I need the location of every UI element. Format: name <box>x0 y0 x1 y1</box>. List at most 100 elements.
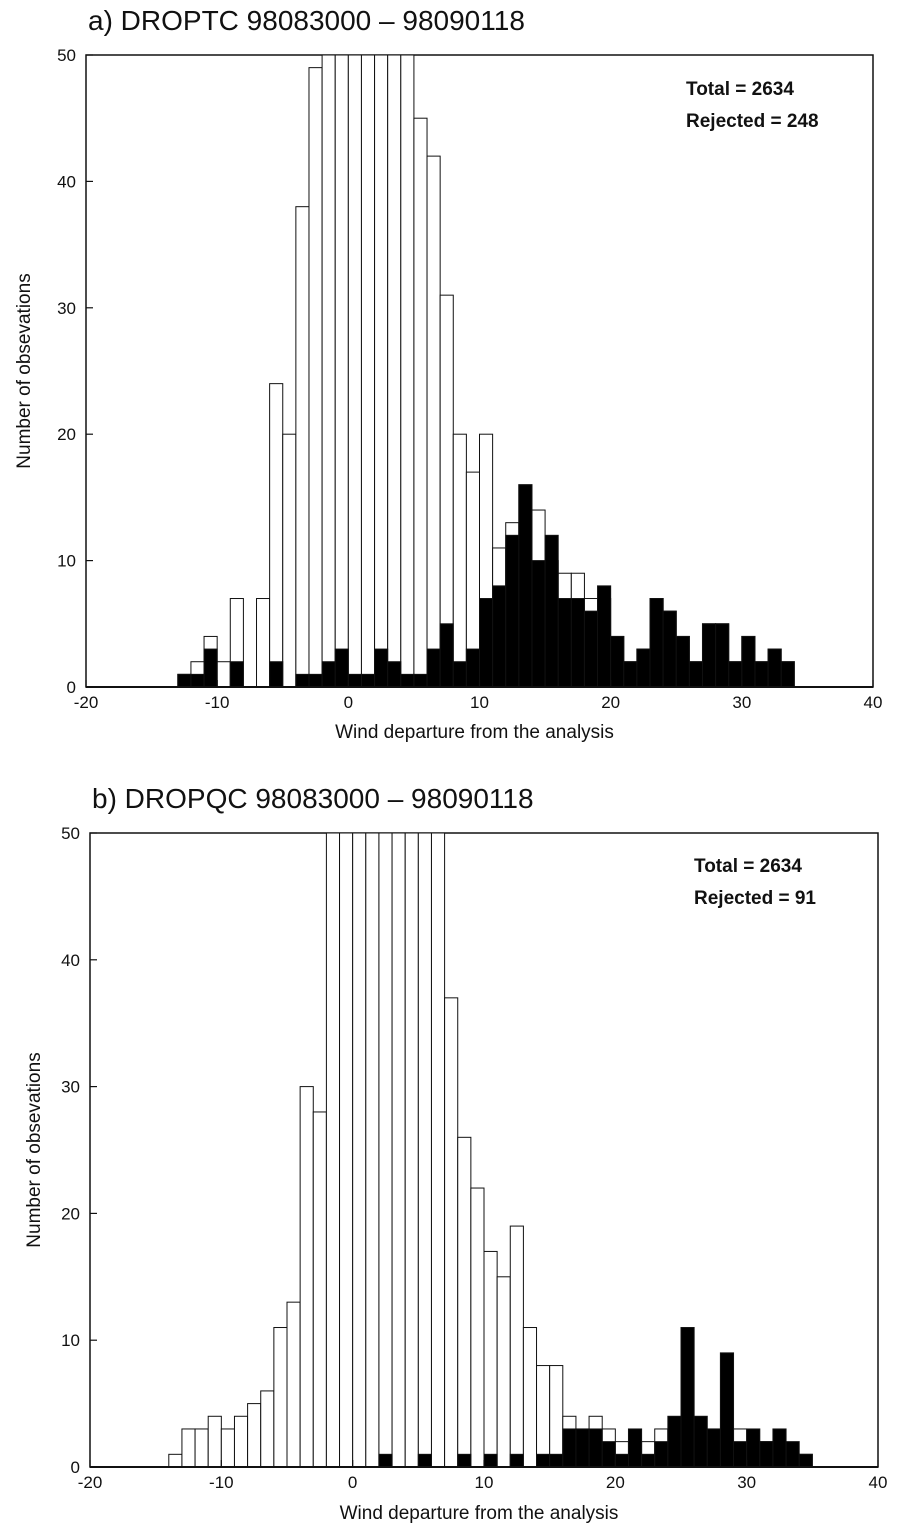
histogram-bar-total <box>496 1276 511 1468</box>
histogram-bar-rejected <box>531 560 546 688</box>
histogram-bar-total <box>457 1136 472 1468</box>
histogram-bar-total <box>483 1250 498 1468</box>
histogram-bar-total <box>207 1415 222 1468</box>
histogram-bar-rejected <box>767 648 782 688</box>
histogram-bar-rejected <box>229 661 244 688</box>
histogram-bar-rejected <box>719 1352 735 1468</box>
histogram-bar-total <box>365 832 380 1468</box>
x-tick-label: 30 <box>737 1473 756 1492</box>
histogram-bar-rejected <box>426 648 441 688</box>
histogram-bar-rejected <box>675 635 690 688</box>
y-tick-label: 30 <box>57 299 76 318</box>
histogram-bar-total <box>360 54 376 688</box>
x-tick-label: 40 <box>864 693 883 712</box>
histogram-bar-total <box>282 433 297 688</box>
histogram-bar-rejected <box>597 585 612 688</box>
chart-panel-a: a) DROPTC 98083000 – 98090118 -20 -10 0 10 20… <box>14 5 882 743</box>
histogram-bar-rejected <box>772 1428 787 1468</box>
histogram-bar-rejected <box>190 673 205 688</box>
histogram-bar-total <box>417 832 432 1468</box>
histogram-bar-rejected <box>680 1327 695 1468</box>
histogram-bar-total <box>509 1225 524 1468</box>
histogram-bar-total <box>269 383 284 688</box>
histogram-bar-total <box>321 54 336 688</box>
x-tick-label: 10 <box>470 693 489 712</box>
histogram-bar-rejected <box>203 648 218 688</box>
histogram-bar-rejected <box>627 1428 643 1468</box>
histogram-bar-rejected <box>614 1453 629 1468</box>
y-tick-label: 20 <box>61 1204 80 1223</box>
x-tick-label: 0 <box>344 693 353 712</box>
histogram-bar-rejected <box>667 1415 682 1468</box>
histogram-bar-rejected <box>518 484 533 688</box>
histogram-bar-rejected <box>649 598 664 688</box>
y-axis-label: Number of obsevations <box>24 1052 45 1247</box>
histogram-bar-total <box>404 832 419 1468</box>
histogram-bar-rejected <box>549 1453 564 1468</box>
histogram-bar-rejected <box>374 648 389 688</box>
histogram-bar-rejected <box>741 635 756 688</box>
histogram-bar-total <box>430 832 446 1468</box>
histogram-bar-rejected <box>509 1453 524 1468</box>
histogram-bar-total <box>308 67 323 688</box>
histogram-bar-rejected <box>785 1441 800 1468</box>
histogram-bar-rejected <box>347 673 362 688</box>
histogram-bar-total <box>536 1365 551 1468</box>
histogram-bar-rejected <box>798 1453 813 1468</box>
histogram-bar-total <box>299 1086 314 1468</box>
histogram-bar-rejected <box>610 635 625 688</box>
y-tick-label: 0 <box>67 678 76 697</box>
histogram-bar-total <box>444 997 459 1468</box>
histogram-bar-total <box>522 1327 538 1468</box>
histogram-bar-total <box>325 832 341 1468</box>
histogram-bar-rejected <box>601 1441 616 1468</box>
rejected-count-annotation: Rejected = 248 <box>686 111 819 132</box>
histogram-bar-rejected <box>701 623 717 688</box>
histogram-bar-rejected <box>483 1453 498 1468</box>
y-tick-label: 20 <box>57 425 76 444</box>
y-tick-label: 30 <box>61 1078 80 1097</box>
histogram-bar-rejected <box>308 673 323 688</box>
histogram-bar-total <box>352 832 367 1468</box>
histogram-bar-rejected <box>780 661 795 688</box>
histogram-bar-rejected <box>575 1428 590 1468</box>
histogram-bar-rejected <box>295 673 310 688</box>
x-tick-label: 20 <box>606 1473 625 1492</box>
histogram-bar-rejected <box>583 610 599 688</box>
histogram-bar-total <box>426 155 441 688</box>
histogram-bar-rejected <box>457 1453 472 1468</box>
histogram-bar-rejected <box>413 673 428 688</box>
histogram-bar-total <box>260 1390 275 1468</box>
histogram-bar-rejected <box>636 648 651 688</box>
histogram-bar-rejected <box>505 534 520 688</box>
histogram-bar-rejected <box>479 598 494 688</box>
histogram-bar-total <box>220 1428 235 1468</box>
histogram-bar-total <box>194 1428 209 1468</box>
histogram-bar-total <box>312 1111 327 1468</box>
histogram-bar-rejected <box>688 661 703 688</box>
histogram-bar-total <box>247 1403 262 1468</box>
histogram-bar-rejected <box>557 598 572 688</box>
histogram-bar-rejected <box>706 1428 721 1468</box>
histogram-bar-total <box>233 1415 249 1468</box>
histogram-bar-rejected <box>378 1453 393 1468</box>
histogram-bar-rejected <box>321 661 336 688</box>
histogram-bar-total <box>470 1187 485 1468</box>
histogram-bar-rejected <box>733 1441 748 1468</box>
histogram-bar-total <box>549 1365 564 1468</box>
histogram-bar-total <box>216 661 231 688</box>
histogram-bar-total <box>347 54 362 688</box>
x-tick-label: -20 <box>78 1473 103 1492</box>
histogram-bar-total <box>256 598 271 688</box>
histogram-bar-total <box>391 832 406 1468</box>
x-tick-label: 20 <box>601 693 620 712</box>
histogram-bar-total <box>378 832 393 1468</box>
histogram-bar-total <box>334 54 349 688</box>
histogram-bar-total <box>181 1428 196 1468</box>
total-count-annotation: Total = 2634 <box>694 856 802 877</box>
histogram-bar-total <box>339 832 354 1468</box>
histogram-bar-total <box>413 117 428 688</box>
histogram-bar-total <box>273 1327 288 1468</box>
histogram-bar-rejected <box>465 648 480 688</box>
